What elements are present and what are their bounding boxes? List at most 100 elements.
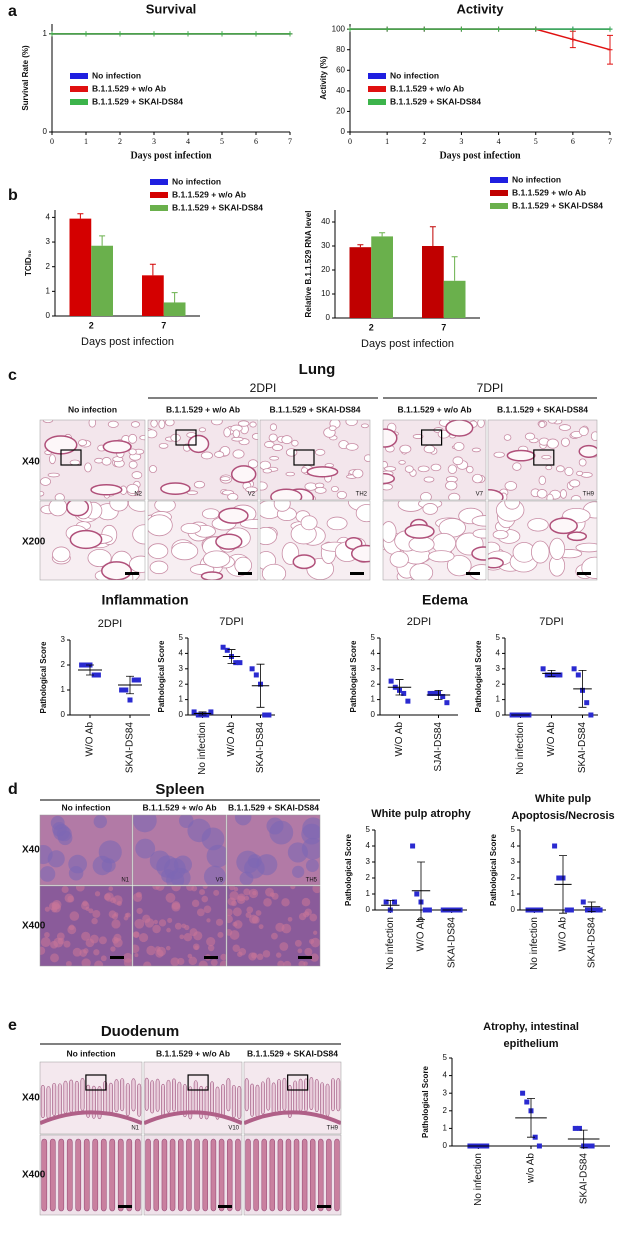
pulp: [301, 897, 311, 907]
tissue: [144, 1135, 242, 1215]
tissue: [488, 501, 597, 580]
legend-swatch: [490, 203, 508, 209]
bar: [163, 302, 186, 316]
histology-image: [487, 419, 598, 501]
y-tick-label: 0: [443, 1141, 448, 1150]
data-point: [262, 712, 268, 718]
tissue: [383, 420, 486, 500]
pulp: [201, 895, 209, 903]
alveolus: [128, 433, 138, 444]
airway: [200, 571, 224, 580]
pulp: [189, 928, 198, 937]
villus: [287, 1085, 292, 1119]
pulp: [75, 886, 85, 892]
pulp: [232, 907, 242, 917]
villus: [301, 1138, 308, 1212]
histology-image: [226, 885, 321, 967]
x-tick-label: 7: [441, 322, 446, 332]
point-marker: [458, 26, 464, 32]
tissue-bg: [40, 1062, 142, 1134]
section-title: Duodenum: [101, 1023, 179, 1040]
villus: [144, 1077, 149, 1111]
pulp: [201, 827, 225, 851]
pulp: [245, 912, 252, 918]
data-point: [95, 672, 101, 678]
alveolus: [538, 420, 546, 428]
y-tick-label: 20: [321, 265, 330, 274]
zoom-box: [85, 1074, 107, 1091]
image-border: [226, 885, 321, 967]
y-tick-label: 0: [496, 710, 501, 719]
pulp: [173, 855, 193, 874]
alveolus: [428, 550, 455, 563]
error-bar: [379, 232, 386, 237]
pulp: [183, 933, 193, 942]
villus: [109, 1138, 116, 1212]
alveolus: [578, 458, 587, 467]
alveolus: [512, 462, 522, 471]
tissue: [148, 501, 258, 580]
alveolus: [492, 529, 509, 540]
alveolus: [448, 492, 461, 500]
data-point: [557, 672, 563, 678]
alveolus: [164, 420, 175, 427]
image-tag: V7: [476, 492, 484, 498]
scale-bar: [466, 572, 480, 575]
data-point: [414, 891, 420, 897]
image-border: [39, 885, 133, 967]
y-axis-label: TCID₅₀: [24, 250, 33, 276]
legend-label: No infection: [92, 70, 141, 80]
histology-image: [143, 1134, 243, 1216]
legend-label: B.1.1.529 + SKAI-DS84: [172, 202, 263, 212]
alveolus: [281, 435, 293, 445]
point-marker: [607, 26, 613, 32]
x-tick-label: 1: [385, 137, 389, 146]
data-point: [440, 694, 446, 700]
scale-bar: [110, 956, 124, 959]
alveolus: [493, 451, 505, 458]
x-tick-label: W/O Ab: [558, 917, 569, 952]
alveolus: [272, 444, 284, 451]
airway: [578, 444, 597, 458]
alveolus: [126, 483, 140, 494]
alveolus: [237, 420, 250, 427]
histology-image: [243, 1134, 342, 1216]
data-point: [83, 662, 89, 668]
image-border: [487, 500, 598, 581]
pulp: [93, 815, 107, 829]
pulp: [123, 915, 129, 921]
pulp: [133, 944, 140, 954]
image-border: [39, 814, 133, 886]
data-point: [392, 899, 398, 905]
alveolus: [54, 493, 65, 500]
villus: [49, 1138, 56, 1212]
alveolus: [78, 439, 88, 447]
pulp: [108, 910, 117, 918]
y-tick-label: 2: [61, 660, 66, 669]
alveolus: [240, 519, 258, 529]
y-tick-label: 3: [46, 237, 51, 246]
pulp: [155, 949, 164, 958]
data-point: [572, 1125, 578, 1131]
alveolus: [355, 504, 370, 523]
pulp: [152, 924, 161, 934]
data-point: [575, 672, 581, 678]
y-axis-label: Activity (%): [319, 56, 328, 100]
legend-swatch: [490, 177, 508, 183]
data-point: [540, 666, 546, 672]
alveolus: [504, 501, 521, 510]
data-point: [584, 700, 590, 706]
pulp: [88, 908, 94, 914]
point-marker: [533, 26, 539, 32]
point-marker: [570, 26, 576, 32]
y-axis-label: Pathological Score: [39, 641, 48, 714]
airway: [488, 557, 504, 569]
bar: [69, 218, 92, 316]
image-tag: V9: [216, 878, 224, 884]
pulp: [305, 859, 319, 872]
pulp: [238, 947, 247, 956]
pulp: [51, 901, 60, 910]
airway: [445, 420, 474, 437]
data-point: [220, 644, 226, 650]
image-border: [226, 814, 321, 886]
